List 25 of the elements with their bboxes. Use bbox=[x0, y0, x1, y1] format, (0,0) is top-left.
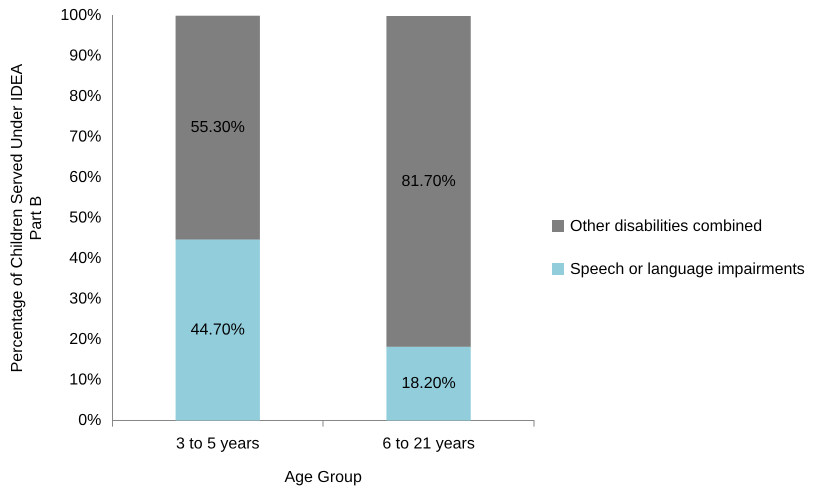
y-tick-label: 50% bbox=[69, 210, 102, 227]
y-tick-label: 30% bbox=[69, 290, 102, 308]
y-tick-label: 80% bbox=[69, 88, 102, 106]
data-label: 55.30% bbox=[190, 118, 245, 136]
legend-label: Other disabilities combined bbox=[570, 216, 762, 236]
bar bbox=[386, 346, 471, 421]
y-tick-label: 70% bbox=[69, 128, 102, 146]
x-tick-label: 6 to 21 years bbox=[382, 436, 475, 453]
legend-label: Speech or language impairments bbox=[570, 260, 805, 280]
y-tick-label: 100% bbox=[60, 7, 102, 24]
y-tick-label: 90% bbox=[69, 48, 102, 65]
y-tick-label: 20% bbox=[69, 331, 102, 348]
bar bbox=[176, 16, 260, 240]
y-tick-label: 0% bbox=[78, 412, 102, 430]
bar bbox=[176, 240, 260, 421]
y-axis-title: Percentage of Children Served Under IDEA Part B bbox=[9, 63, 46, 372]
x-tick-label: 3 to 5 years bbox=[176, 436, 260, 453]
y-tick-label: 60% bbox=[69, 169, 102, 186]
data-label: 81.70% bbox=[401, 172, 456, 190]
data-label: 18.20% bbox=[401, 375, 456, 392]
x-axis-title: Age Group bbox=[284, 468, 362, 486]
y-tick-label: 10% bbox=[69, 372, 102, 389]
y-tick-label: 40% bbox=[69, 250, 102, 268]
data-label: 44.70% bbox=[190, 321, 245, 338]
bar bbox=[386, 16, 471, 347]
